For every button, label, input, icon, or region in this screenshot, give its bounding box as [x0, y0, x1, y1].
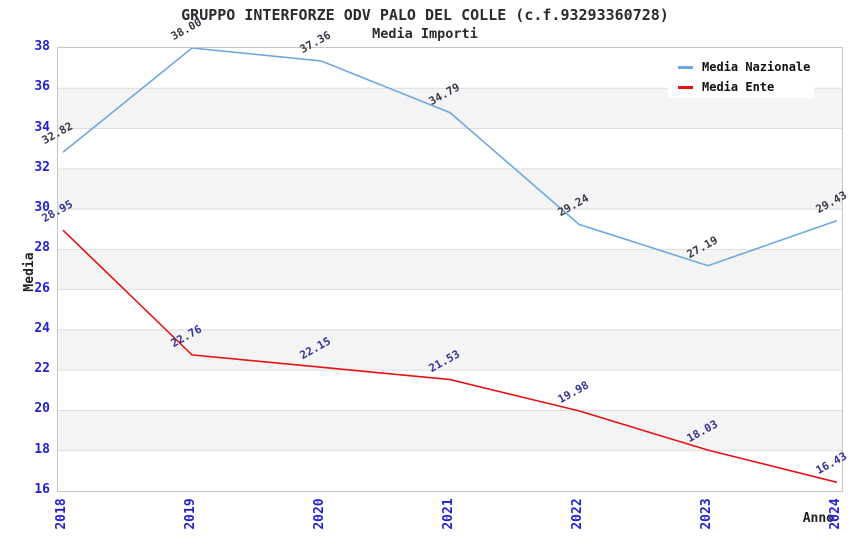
y-tick-label: 32 — [34, 159, 50, 175]
y-tick-label: 18 — [34, 441, 50, 457]
y-tick-label: 28 — [34, 240, 50, 256]
y-tick-label: 20 — [34, 401, 50, 417]
y-tick-label: 16 — [34, 482, 50, 497]
y-tick-label: 38 — [34, 39, 50, 54]
y-tick-label: 24 — [34, 320, 50, 336]
legend-item-ente: Media Ente — [678, 77, 814, 97]
series-lines — [58, 48, 842, 491]
x-axis-title: Anno — [802, 511, 834, 526]
y-tick-label: 36 — [34, 79, 50, 95]
y-tick-label: 26 — [34, 280, 50, 296]
chart-subtitle: Media Importi — [372, 26, 478, 42]
legend-label-ente: Media Ente — [702, 80, 775, 94]
x-tick-label: 2020 — [312, 498, 327, 530]
x-tick-label: 2021 — [441, 498, 456, 530]
x-tick-label: 2018 — [54, 498, 69, 530]
legend-item-nazionale: Media Nazionale — [678, 57, 814, 77]
y-tick-label: 30 — [34, 200, 50, 216]
plot-area — [57, 47, 843, 492]
legend-swatch-nazionale-icon — [678, 65, 693, 69]
x-tick-label: 2023 — [699, 498, 714, 530]
x-tick-label: 2019 — [183, 498, 198, 530]
y-tick-label: 22 — [34, 361, 50, 377]
x-tick-label: 2024 — [828, 498, 843, 530]
legend: Media Nazionale Media Ente — [668, 52, 814, 98]
legend-label-nazionale: Media Nazionale — [702, 60, 811, 74]
legend-swatch-ente-icon — [678, 85, 693, 89]
y-tick-label: 34 — [34, 119, 50, 135]
chart-title: GRUPPO INTERFORZE ODV PALO DEL COLLE (c.… — [181, 6, 669, 24]
x-tick-label: 2022 — [570, 498, 585, 530]
